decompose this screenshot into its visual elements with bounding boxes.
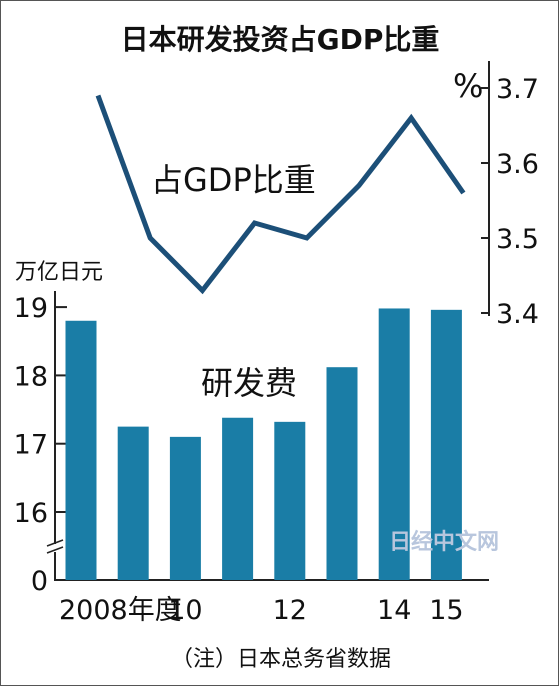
right-tick-label: 3.4: [496, 299, 539, 330]
bar-2009: [117, 426, 149, 580]
left-tick-label: 18: [14, 361, 48, 392]
x-tick-label: 14: [377, 595, 411, 626]
line-series-label: 占GDP比重: [151, 161, 316, 199]
bar-2012: [274, 421, 306, 580]
right-axis-unit: %: [453, 67, 483, 105]
left-tick-label: 16: [14, 498, 48, 529]
axis-break-mark-2: [46, 546, 64, 554]
right-tick-label: 3.6: [496, 149, 539, 180]
bar-2010: [169, 436, 201, 580]
right-tick-label: 3.7: [496, 74, 539, 105]
left-tick-label: 19: [14, 293, 48, 324]
x-tick-label: 10: [168, 595, 202, 626]
left-axis-unit: 万亿日元: [15, 260, 103, 285]
bar-2011: [222, 417, 254, 580]
bar-2015: [430, 309, 462, 580]
left-tick-label: 17: [14, 430, 48, 461]
gdp-ratio-line: [95, 94, 466, 295]
bar-2013: [326, 367, 358, 580]
x-tick-label: 2008年度: [59, 595, 182, 626]
axis-break-mark-1: [46, 539, 64, 547]
right-tick-label: 3.5: [496, 224, 539, 255]
watermark: 日经中文网: [389, 529, 499, 555]
bar-series-label: 研发费: [201, 364, 297, 402]
bar-2008: [65, 320, 97, 580]
source-note: （注）日本总务省数据: [171, 647, 391, 672]
x-tick-label: 15: [429, 595, 463, 626]
chart-title: 日本研发投资占GDP比重: [121, 23, 440, 56]
x-tick-label: 12: [273, 595, 307, 626]
bar-2014: [378, 308, 410, 580]
left-tick-label: 0: [31, 566, 48, 597]
